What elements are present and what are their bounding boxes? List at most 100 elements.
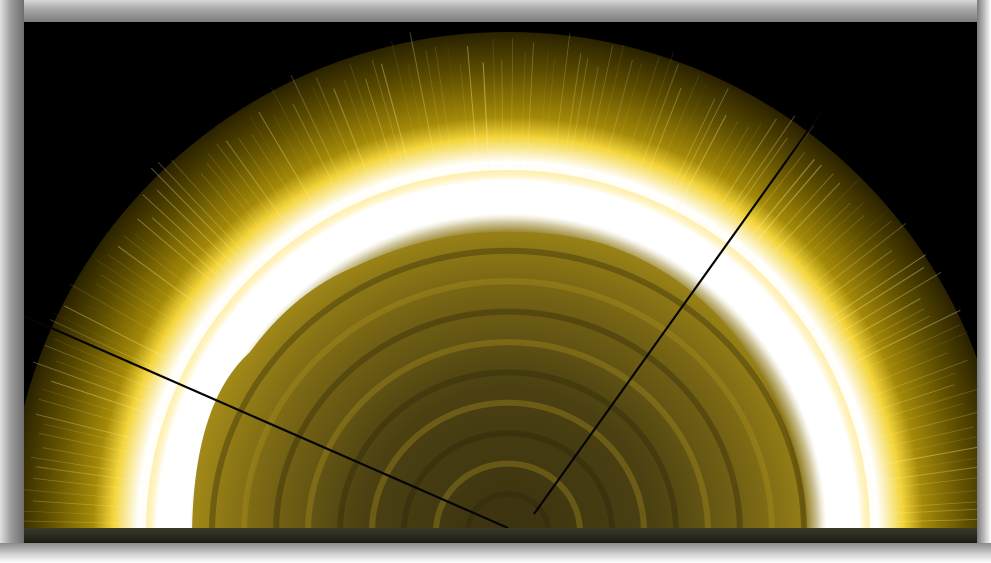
solar-image [24, 22, 977, 543]
corona-ray [315, 77, 364, 188]
corona-ray [53, 338, 171, 389]
corona-ray [333, 88, 375, 192]
corona-ray [715, 115, 796, 231]
corona-ray [717, 137, 788, 237]
corona-ray [881, 457, 977, 474]
corona-ray [251, 133, 308, 220]
corona-ray [630, 52, 674, 177]
corona-ray [859, 388, 977, 426]
disk-texture-ring [305, 339, 711, 533]
corona-ray [844, 324, 960, 378]
corona-ray [30, 456, 142, 475]
corona-ray [206, 162, 273, 244]
corona-ray [552, 33, 571, 169]
corona-ray [779, 215, 865, 292]
corona-ray [654, 83, 708, 202]
corona-ray [822, 266, 925, 333]
corona-ray [216, 143, 292, 244]
corona-ray [24, 520, 147, 525]
corona-ray [852, 352, 948, 392]
corona-ray [38, 432, 147, 457]
corona-ray [33, 478, 132, 490]
corona-ray [380, 63, 414, 182]
corona-ray [238, 137, 296, 222]
corona-ray [42, 446, 147, 468]
corona-ray [511, 38, 513, 154]
corona-ray [95, 283, 199, 347]
corona-ray [459, 64, 471, 165]
corona-ray [861, 384, 955, 416]
corona-ray [704, 118, 777, 230]
corona-ray [520, 52, 526, 172]
corona-ray [543, 59, 555, 168]
disk-texture-ring [433, 460, 583, 533]
corona-ray [586, 45, 613, 165]
disk-texture-ring [241, 278, 775, 533]
corona-ray [883, 519, 977, 523]
corona-ray [683, 121, 739, 218]
corona-ray [200, 173, 265, 248]
corona-ray [151, 217, 233, 289]
corona-ray [810, 254, 927, 332]
corona-ray [745, 164, 822, 254]
corona-ray [150, 167, 249, 268]
corona-ray [208, 153, 279, 242]
corona-ray [270, 87, 333, 202]
corona-ray [752, 173, 834, 263]
corona-ray [38, 398, 156, 433]
frame-bevel-left [0, 0, 24, 563]
corona-ray [691, 126, 749, 223]
dark-line-right [533, 113, 821, 515]
corona-ray [674, 88, 729, 197]
corona-ray [569, 58, 589, 162]
corona-ray [563, 53, 582, 163]
corona-ray [739, 158, 815, 251]
corona-ray [833, 309, 961, 374]
corona-ray [649, 75, 700, 194]
corona-ray [108, 254, 205, 322]
corona-ray [35, 466, 146, 483]
frame-bevel-bottom [0, 543, 991, 563]
disk-texture-ring [273, 308, 743, 533]
corona-ray [24, 489, 149, 502]
corona-ray [821, 298, 921, 356]
corona-ray [64, 305, 175, 363]
dark-line-left [24, 314, 509, 530]
disk-texture-ring [369, 399, 647, 533]
corona-ray [875, 436, 977, 458]
corona-ray [784, 210, 888, 299]
corona-ray [95, 258, 208, 334]
corona-ray [876, 466, 977, 482]
corona-ray [292, 103, 344, 205]
corona-ray [371, 59, 407, 177]
disk-texture-ring [465, 491, 551, 533]
corona-ray [737, 152, 806, 239]
corona-ray [619, 57, 660, 181]
corona-ray [579, 66, 599, 162]
corona-ray [69, 283, 186, 350]
corona-ray [858, 412, 977, 444]
corona-ray [849, 372, 956, 412]
corona-ray [829, 308, 925, 360]
corona-ray [156, 189, 245, 276]
corona-ray [636, 64, 679, 177]
corona-ray [482, 62, 490, 170]
corona-ray [873, 403, 964, 430]
corona-ray [774, 202, 864, 286]
disk-texture-ring [209, 247, 807, 533]
corona-ray [44, 423, 145, 448]
corona-ray [51, 312, 170, 370]
corona-ray [810, 259, 895, 320]
corona-ray [312, 86, 358, 188]
corona-ray [49, 319, 174, 378]
corona-ray [881, 489, 977, 500]
corona-ray [134, 233, 226, 307]
corona-ray [447, 46, 463, 162]
corona-ray [391, 40, 424, 174]
corona-ray [698, 123, 762, 225]
corona-ray [501, 59, 504, 160]
corona-ray [35, 413, 158, 446]
corona-ray [44, 344, 162, 393]
corona-ray [409, 32, 438, 173]
